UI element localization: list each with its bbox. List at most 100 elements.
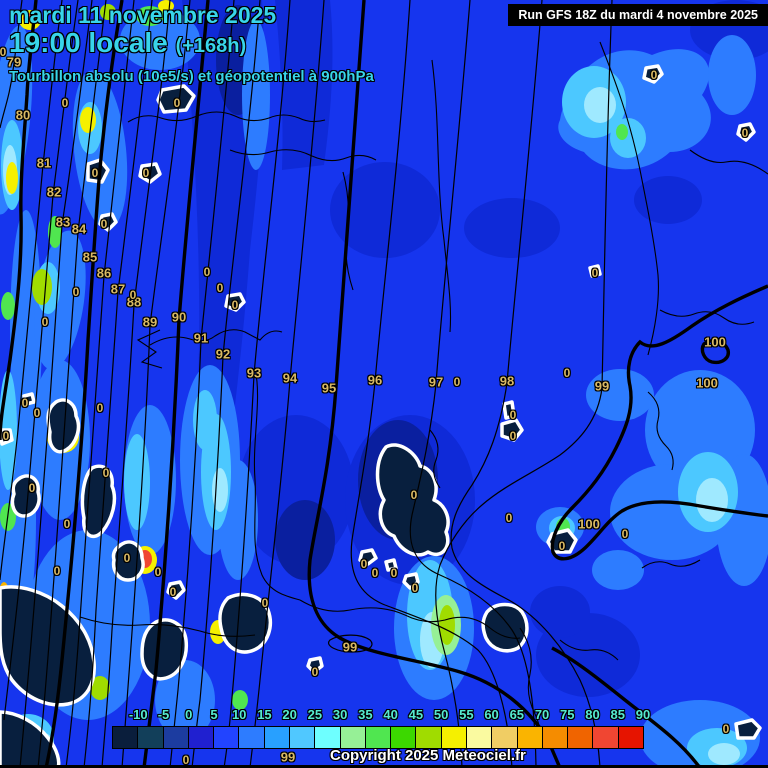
legend-cell-85 [593, 727, 618, 748]
legend-cell-30 [315, 727, 340, 748]
zero-vorticity-label: 0 [173, 96, 181, 110]
geopotential-label-95: 95 [321, 380, 337, 396]
legend-label-0: 0 [185, 707, 193, 722]
geopotential-label-100: 100 [704, 334, 726, 350]
legend-label-65: 65 [509, 707, 525, 722]
zero-vorticity-label: 0 [453, 375, 461, 389]
geopotential-label-79: 79 [6, 54, 22, 70]
legend-cell--10 [113, 727, 138, 748]
legend-cell-90 [618, 727, 643, 748]
geopotential-contours [0, 0, 613, 768]
parameter-subtitle: Tourbillon absolu (10e5/s) et géopotenti… [9, 68, 374, 85]
zero-vorticity-label: 0 [100, 217, 108, 231]
zero-vorticity-label: 0 [41, 315, 49, 329]
vorticity-color-legend [112, 726, 644, 749]
geopotential-label-87: 87 [110, 281, 126, 297]
legend-label-10: 10 [231, 707, 247, 722]
geopotential-label-99: 99 [342, 639, 358, 655]
zero-vorticity-label: 0 [53, 564, 61, 578]
zero-vorticity-label: 0 [621, 527, 629, 541]
zero-vorticity-label: 0 [410, 488, 418, 502]
geopotential-label-81: 81 [36, 155, 52, 171]
geopotential-label-88: 88 [126, 294, 142, 310]
run-info-box: Run GFS 18Z du mardi 4 novembre 2025 [508, 4, 768, 26]
legend-cell--5 [138, 727, 163, 748]
geopotential-label-99: 99 [594, 378, 610, 394]
zero-vorticity-label: 0 [509, 408, 517, 422]
geopotential-label-98: 98 [499, 373, 515, 389]
zero-vorticity-label: 0 [2, 429, 10, 443]
zero-vorticity-label: 0 [650, 68, 658, 82]
header: mardi 11 novembre 2025 19:00 locale (+16… [9, 2, 374, 85]
legend-label-35: 35 [358, 707, 373, 722]
zero-vorticity-label: 0 [505, 511, 513, 525]
legend-label-15: 15 [257, 707, 272, 722]
local-time-label: 19:00 locale [9, 27, 168, 58]
legend-cell-20 [264, 727, 289, 748]
geopotential-label-92: 92 [215, 346, 231, 362]
bottom-border-bar [0, 765, 768, 768]
zero-vorticity-label: 0 [741, 126, 749, 140]
legend-cell-80 [568, 727, 593, 748]
legend-cell-15 [239, 727, 264, 748]
zero-vorticity-label: 0 [129, 288, 137, 302]
geopotential-label-94: 94 [282, 370, 298, 386]
copyright-text: Copyright 2025 Meteociel.fr [330, 747, 526, 764]
zero-vorticity-label: 0 [591, 266, 599, 280]
zero-vorticity-label: 0 [311, 665, 319, 679]
legend-label-75: 75 [560, 707, 575, 722]
coastlines-borders [79, 41, 768, 747]
legend-cell-40 [365, 727, 391, 748]
legend-cell-5 [188, 727, 214, 748]
zero-vorticity-label: 0 [169, 585, 177, 599]
legend-cell-65 [492, 727, 517, 748]
zero-vorticity-label: 0 [61, 96, 69, 110]
zero-vorticity-label: 0 [33, 406, 41, 420]
legend-label-20: 20 [282, 707, 297, 722]
legend-label-25: 25 [307, 707, 323, 722]
zero-vorticity-label: 0 [231, 298, 239, 312]
geopotential-label-100: 100 [578, 516, 600, 532]
zero-vorticity-label: 0 [509, 429, 517, 443]
geopotential-label-90: 90 [171, 309, 187, 325]
zero-vorticity-label: 0 [390, 566, 398, 580]
legend-label-5: 5 [210, 707, 218, 722]
legend-label-55: 55 [459, 707, 474, 722]
legend-value-labels: -10 -5 0 5 10 15 20 25 30 35 40 45 50 55 60 65 70 75 80 85 9… [112, 707, 650, 723]
geopotential-label-85: 85 [82, 249, 98, 265]
zero-vorticity-label: 0 [203, 265, 211, 279]
zero-vorticity-label: 0 [91, 166, 99, 180]
zero-vorticity-label: 0 [261, 596, 269, 610]
geopotential-label-86: 86 [96, 265, 112, 281]
legend-cell-35 [340, 727, 365, 748]
geopotential-label-93: 93 [246, 365, 262, 381]
zero-vorticity-label: 0 [411, 581, 419, 595]
zero-vorticity-label: 0 [563, 366, 571, 380]
legend-label-40: 40 [383, 707, 398, 722]
legend-cell-55 [441, 727, 466, 748]
zero-vorticity-label: 0 [142, 166, 150, 180]
legend-cell-25 [289, 727, 315, 748]
date-title: mardi 11 novembre 2025 [9, 2, 277, 28]
legend-label--5: -5 [157, 707, 170, 722]
legend-cell-70 [517, 727, 542, 748]
zero-vorticity-label: 0 [72, 285, 80, 299]
geopotential-label-84: 84 [71, 221, 87, 237]
zero-vorticity-label: 0 [371, 566, 379, 580]
legend-label-30: 30 [332, 707, 348, 722]
geopotential-label-96: 96 [367, 372, 383, 388]
legend-label-45: 45 [408, 707, 424, 722]
legend-label-85: 85 [610, 707, 625, 722]
geopotential-label-97: 97 [428, 374, 444, 390]
zero-vorticity-label: 0 [722, 722, 730, 736]
legend-cell-0 [163, 727, 188, 748]
legend-label-80: 80 [585, 707, 600, 722]
legend-cell-10 [214, 727, 239, 748]
zero-vorticity-label: 0 [360, 557, 368, 571]
zero-vorticity-label: 0 [0, 45, 7, 59]
zero-vorticity-label: 0 [558, 539, 566, 553]
geopotential-label-91: 91 [193, 330, 209, 346]
legend-label-60: 60 [484, 707, 499, 722]
geopotential-label-82: 82 [46, 184, 62, 200]
